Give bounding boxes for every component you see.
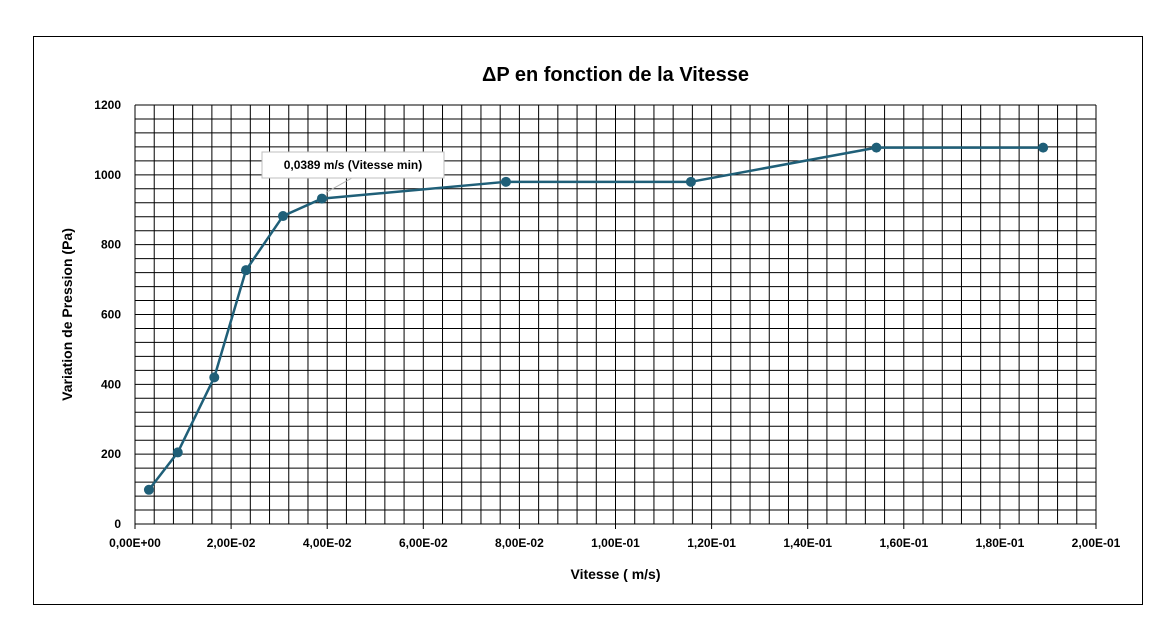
x-tick-label: 1,00E-01 (591, 536, 640, 550)
x-axis-ticks: 0,00E+00 2,00E-02 4,00E-02 6,00E-02 8,00E-02… (109, 536, 1121, 550)
data-point (871, 142, 882, 153)
y-tick-label: 400 (101, 377, 121, 391)
annotation-leader-line (325, 177, 353, 194)
y-tick-label: 1200 (94, 98, 121, 112)
x-tick-label: 0,00E+00 (109, 536, 161, 550)
x-axis-title: Vitesse ( m/s) (570, 566, 660, 582)
y-tick-label: 200 (101, 447, 121, 461)
x-tick-label: 6,00E-02 (399, 536, 448, 550)
chart-title: ΔP en fonction de la Vitesse (482, 64, 749, 86)
chart-frame: ΔP en fonction de la Vitesse 0,00E+00 2,0… (33, 36, 1143, 605)
series-line (147, 146, 1044, 491)
data-point (209, 372, 220, 383)
chart-svg: ΔP en fonction de la Vitesse 0,00E+00 2,0… (59, 64, 1121, 582)
data-point (240, 265, 251, 276)
x-tick-label: 1,60E-01 (879, 536, 928, 550)
annotation-layer: 0,0389 m/s (Vitesse min) (261, 151, 445, 194)
y-tick-label: 1000 (94, 168, 121, 182)
x-tick-label: 1,40E-01 (783, 536, 832, 550)
y-tick-label: 0 (114, 517, 121, 531)
data-point (316, 193, 327, 204)
y-tick-label: 800 (101, 238, 121, 252)
y-axis-ticks: 0 200 400 600 800 1000 1200 (94, 98, 121, 531)
x-tick-label: 8,00E-02 (495, 536, 544, 550)
data-point (143, 484, 154, 495)
data-point (277, 211, 288, 222)
x-tick-label: 2,00E-02 (207, 536, 256, 550)
annotation-box (261, 151, 445, 179)
data-point (1038, 142, 1049, 153)
annotation-label: 0,0389 m/s (Vitesse min) (284, 158, 423, 172)
x-tick-label: 1,80E-01 (976, 536, 1025, 550)
x-tick-label: 4,00E-02 (303, 536, 352, 550)
data-point (685, 176, 696, 187)
series-layer (143, 142, 1049, 495)
data-point (500, 176, 511, 187)
y-axis-title: Variation de Pression (Pa) (59, 228, 75, 401)
x-tick-label: 2,00E-01 (1072, 536, 1121, 550)
y-tick-label: 600 (101, 308, 121, 322)
data-point (172, 447, 183, 458)
x-tick-label: 1,20E-01 (687, 536, 736, 550)
